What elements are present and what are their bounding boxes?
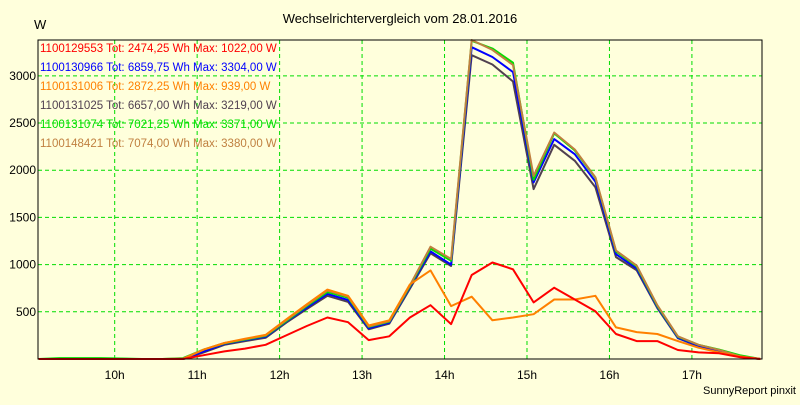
axis-ticks: 500 1000 1500 2000 2500 3000 10h 11h 12h 13h 14h 15… — [9, 69, 702, 382]
legend-entry-1100131074: 1100131074 Tot: 7021,25 Wh Max: 3371,00 … — [40, 119, 277, 131]
legend-entry-1100131006: 1100131006 Tot: 2872,25 Wh Max: 939,00 W — [40, 81, 271, 93]
y-tick-label: 2000 — [9, 163, 36, 177]
legend-entry-1100131025: 1100131025 Tot: 6657,00 Wh Max: 3219,00 … — [40, 100, 277, 112]
credit-label: SunnyReport pinxit — [703, 385, 796, 397]
series-line-1100131006 — [38, 269, 761, 360]
x-tick-label: 10h — [105, 368, 125, 382]
x-tick-label: 11h — [188, 368, 207, 382]
grid — [38, 40, 762, 359]
x-tick-label: 15h — [517, 368, 537, 382]
y-tick-label: 500 — [16, 305, 36, 319]
y-tick-label: 1500 — [9, 210, 36, 224]
y-axis-unit-label: W — [34, 17, 47, 32]
y-tick-label: 1000 — [9, 258, 36, 272]
series-line-1100130966 — [38, 46, 761, 360]
legend: 1100129553 Tot: 2474,25 Wh Max: 1022,00 … — [40, 43, 277, 150]
plot-area-frame — [37, 39, 763, 360]
series-line-1100129553 — [38, 261, 761, 360]
x-tick-label: 13h — [352, 368, 372, 382]
y-tick-label: 2500 — [9, 116, 36, 130]
legend-entry-1100129553: 1100129553 Tot: 2474,25 Wh Max: 1022,00 … — [40, 43, 277, 55]
legend-entry-1100148421: 1100148421 Tot: 7074,00 Wh Max: 3380,00 … — [40, 138, 277, 150]
x-tick-label: 12h — [270, 368, 290, 382]
x-tick-label: 16h — [599, 368, 619, 382]
x-tick-label: 17h — [682, 368, 702, 382]
legend-entry-1100130966: 1100130966 Tot: 6859,75 Wh Max: 3304,00 … — [40, 62, 277, 74]
x-tick-label: 14h — [435, 368, 455, 382]
chart-title: Wechselrichtervergleich vom 28.01.2016 — [283, 11, 518, 26]
y-tick-label: 3000 — [9, 69, 36, 83]
